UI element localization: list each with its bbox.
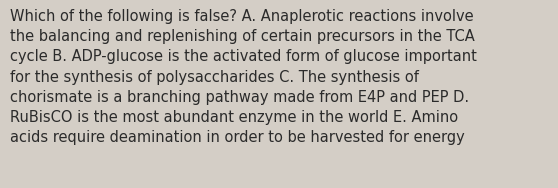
Text: Which of the following is false? A. Anaplerotic reactions involve
the balancing : Which of the following is false? A. Anap…	[10, 9, 477, 145]
